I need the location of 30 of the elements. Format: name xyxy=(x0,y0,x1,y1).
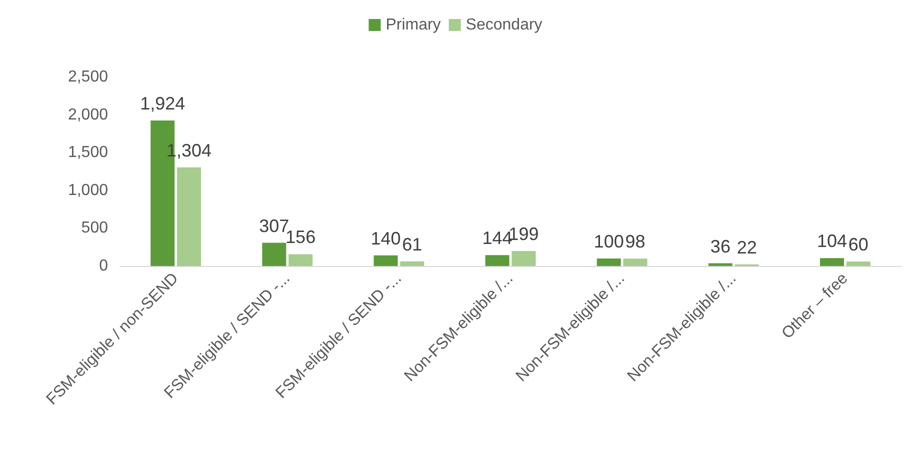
data-label: 1,924 xyxy=(140,94,186,114)
bar xyxy=(374,255,398,266)
data-label: 60 xyxy=(848,234,868,254)
y-tick-label: 1,000 xyxy=(68,182,108,199)
y-tick-label: 1,500 xyxy=(68,144,108,162)
legend-label: Secondary xyxy=(466,16,542,34)
bar xyxy=(400,261,424,266)
bar xyxy=(485,255,510,266)
bar xyxy=(512,250,536,266)
data-label: 100 xyxy=(594,231,624,252)
bar xyxy=(820,258,844,266)
y-tick-label: 2,500 xyxy=(68,68,108,86)
y-tick-label: 2,000 xyxy=(68,106,108,124)
bar xyxy=(596,258,621,266)
data-label: 61 xyxy=(402,234,422,254)
bar xyxy=(623,258,648,266)
bar xyxy=(176,167,201,266)
data-label: 140 xyxy=(370,228,401,248)
data-label: 156 xyxy=(286,227,316,248)
y-tick-label: 0 xyxy=(99,258,108,274)
data-label: 22 xyxy=(736,237,757,258)
y-tick-label: 500 xyxy=(81,220,108,237)
bar xyxy=(262,242,286,266)
legend-label: Primary xyxy=(386,16,441,34)
bar xyxy=(846,261,870,266)
bar xyxy=(288,254,313,266)
data-label: 104 xyxy=(816,231,848,252)
data-label: 36 xyxy=(710,236,730,256)
data-label: 98 xyxy=(625,232,646,252)
bar xyxy=(708,263,732,266)
